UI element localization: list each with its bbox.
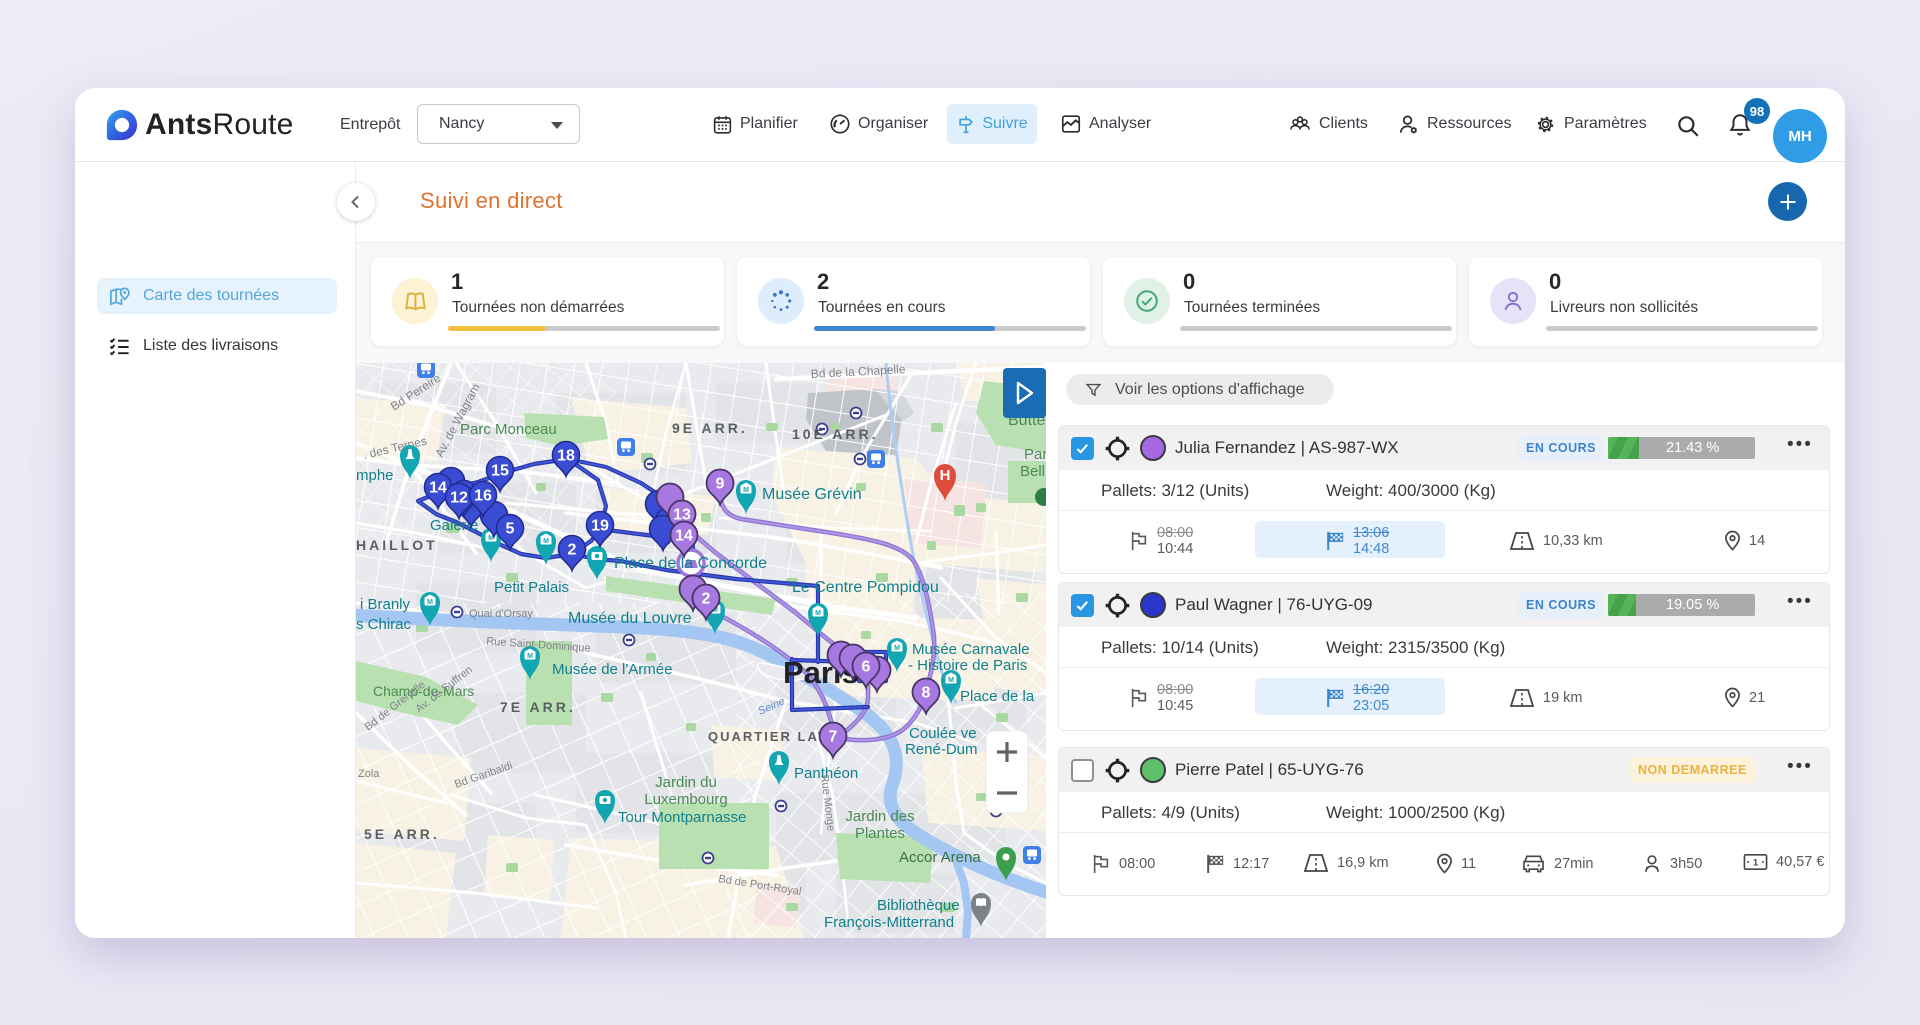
svg-text:Accor Arena: Accor Arena (899, 849, 981, 866)
svg-text:12: 12 (450, 490, 468, 507)
svg-text:2: 2 (702, 591, 711, 608)
svg-text:s Chirac: s Chirac (356, 616, 412, 633)
svg-text:H: H (940, 467, 951, 484)
svg-text:14: 14 (429, 480, 447, 497)
svg-text:19: 19 (591, 518, 609, 535)
svg-text:François-Mitterrand: François-Mitterrand (824, 914, 954, 931)
svg-text:M: M (527, 653, 533, 660)
svg-text:M: M (948, 677, 954, 684)
svg-text:18: 18 (557, 448, 575, 465)
svg-text:Luxembourg: Luxembourg (644, 791, 727, 808)
svg-text:Plantes: Plantes (855, 825, 905, 842)
svg-text:7: 7 (829, 729, 838, 746)
svg-text:Musée Grévin: Musée Grévin (762, 486, 862, 503)
svg-text:5E ARR.: 5E ARR. (364, 826, 440, 842)
svg-text:HAILLOT: HAILLOT (356, 537, 438, 553)
svg-text:Jardin des: Jardin des (845, 808, 914, 825)
svg-text:Petit Palais: Petit Palais (494, 579, 569, 596)
svg-text:QUARTIER LATIN: QUARTIER LATIN (708, 729, 845, 744)
svg-text:5: 5 (506, 521, 515, 538)
svg-text:Musée de l'Armée: Musée de l'Armée (552, 661, 672, 678)
svg-text:Le Centre Pompidou: Le Centre Pompidou (792, 579, 939, 596)
svg-text:Bibliothèque: Bibliothèque (877, 897, 960, 914)
svg-text:Musée Carnavale: Musée Carnavale (912, 641, 1030, 658)
svg-text:M: M (488, 535, 494, 542)
svg-text:Bd de la Chapelle: Bd de la Chapelle (810, 363, 906, 381)
svg-text:Place de la: Place de la (960, 688, 1035, 705)
svg-text:i Branly: i Branly (360, 596, 411, 613)
svg-text:Coulée ve: Coulée ve (909, 725, 977, 742)
svg-text:M: M (894, 645, 900, 652)
svg-text:M: M (815, 610, 821, 617)
svg-text:Tour Montparnasse: Tour Montparnasse (618, 809, 746, 826)
svg-text:16: 16 (474, 488, 492, 505)
svg-text:René-Dum: René-Dum (905, 741, 978, 758)
svg-text:M: M (543, 538, 549, 545)
svg-text:1: 1 (1753, 857, 1759, 868)
svg-text:Quai d'Orsay: Quai d'Orsay (469, 608, 533, 620)
svg-text:Champ-de-Mars: Champ-de-Mars (373, 683, 474, 699)
svg-text:Panthéon: Panthéon (794, 765, 858, 782)
svg-text:Musée du Louvre: Musée du Louvre (568, 610, 692, 627)
svg-text:M: M (427, 599, 433, 606)
svg-text:Galerie: Galerie (430, 517, 478, 534)
svg-text:- Histoire de Paris: - Histoire de Paris (908, 657, 1027, 674)
svg-text:9: 9 (716, 476, 725, 493)
svg-text:Place de la Concorde: Place de la Concorde (614, 555, 767, 572)
svg-text:8: 8 (922, 685, 931, 702)
svg-text:Jardin du: Jardin du (655, 774, 717, 791)
svg-text:Bell: Bell (1020, 463, 1045, 480)
svg-text:15: 15 (491, 463, 509, 480)
svg-text:M: M (743, 487, 749, 494)
svg-text:Parc Monceau: Parc Monceau (460, 421, 557, 438)
svg-text:2: 2 (568, 542, 577, 559)
svg-text:Par: Par (1024, 446, 1046, 463)
svg-text:13: 13 (673, 507, 691, 524)
svg-text:14: 14 (675, 528, 693, 545)
svg-text:9E ARR.: 9E ARR. (672, 420, 748, 436)
svg-text:Zola: Zola (358, 768, 380, 780)
svg-text:7E ARR.: 7E ARR. (500, 699, 576, 715)
svg-text:mphe: mphe (356, 467, 394, 484)
svg-text:10E ARR.: 10E ARR. (792, 426, 879, 442)
svg-text:M: M (712, 607, 718, 614)
svg-text:6: 6 (862, 659, 871, 676)
